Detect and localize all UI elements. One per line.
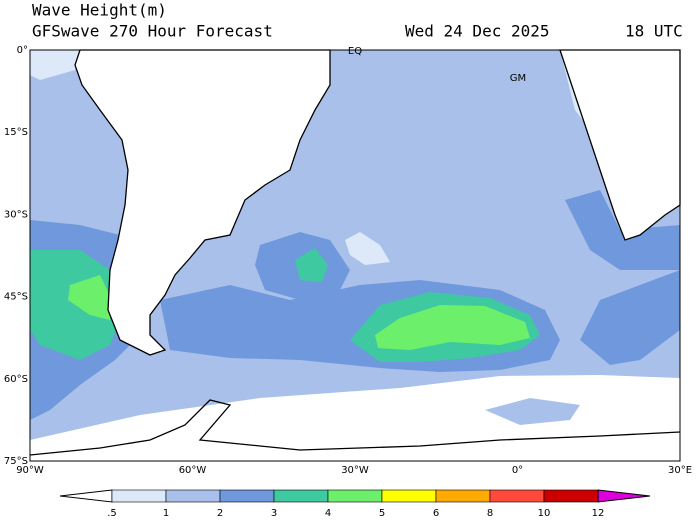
map-frame <box>29 49 681 462</box>
colorbar-segment <box>381 489 437 503</box>
time: 18 UTC <box>625 22 683 41</box>
colorbar-segment <box>111 489 167 503</box>
colorbar-segment <box>543 489 599 503</box>
title: Wave Height(m) <box>32 1 167 20</box>
colorbar-label: 6 <box>433 508 439 519</box>
colorbar-low <box>59 489 113 503</box>
wave-area <box>68 275 112 320</box>
lat-label: 75°S <box>4 456 28 467</box>
lat-label: 15°S <box>4 127 28 138</box>
colorbar-segment <box>273 489 329 503</box>
wave-area <box>565 190 680 365</box>
wave-area <box>485 398 580 425</box>
lon-label: 30°E <box>668 465 692 476</box>
lon-label: 60°W <box>179 465 207 476</box>
lon-label: 0° <box>512 465 523 476</box>
colorbar: .5 1 2 3 4 5 6 8 10 12 <box>59 489 651 519</box>
colorbar-segment <box>219 489 275 503</box>
subtitle: GFSwave 270 Hour Forecast <box>32 22 273 41</box>
colorbar-label: 10 <box>538 508 551 519</box>
colorbar-segment <box>165 489 221 503</box>
colorbar-segment <box>435 489 491 503</box>
colorbar-label: 2 <box>217 508 223 519</box>
colorbar-segment <box>327 489 383 503</box>
lat-label: 45°S <box>4 292 28 303</box>
antarctica-coast <box>29 399 681 456</box>
colorbar-label: 12 <box>592 508 605 519</box>
meridian-label: GM <box>510 73 526 84</box>
lon-label: 90°W <box>16 465 44 476</box>
wave-area <box>295 248 328 282</box>
equator-label: EQ <box>348 46 362 57</box>
wave-area <box>375 305 530 350</box>
calm-area <box>30 50 80 80</box>
colorbar-label: 4 <box>325 508 331 519</box>
colorbar-label: 5 <box>379 508 385 519</box>
colorbar-label: .5 <box>107 508 117 519</box>
south-america <box>74 49 331 356</box>
map: EQ GM <box>29 46 681 462</box>
colorbar-high <box>597 489 651 503</box>
colorbar-label: 3 <box>271 508 277 519</box>
lat-label: 30°S <box>4 209 28 220</box>
colorbar-label: 1 <box>163 508 169 519</box>
lon-label: 30°W <box>341 465 369 476</box>
date: Wed 24 Dec 2025 <box>405 22 550 41</box>
axes: 0° 15°S 30°S 45°S 60°S 75°S90°W 60°W 30°W 0° 30°E <box>4 45 692 476</box>
colorbar-segment <box>489 489 545 503</box>
lat-label: 60°S <box>4 374 28 385</box>
lat-label: 0° <box>17 45 28 56</box>
calm-area <box>345 232 390 265</box>
colorbar-label: 8 <box>487 508 493 519</box>
